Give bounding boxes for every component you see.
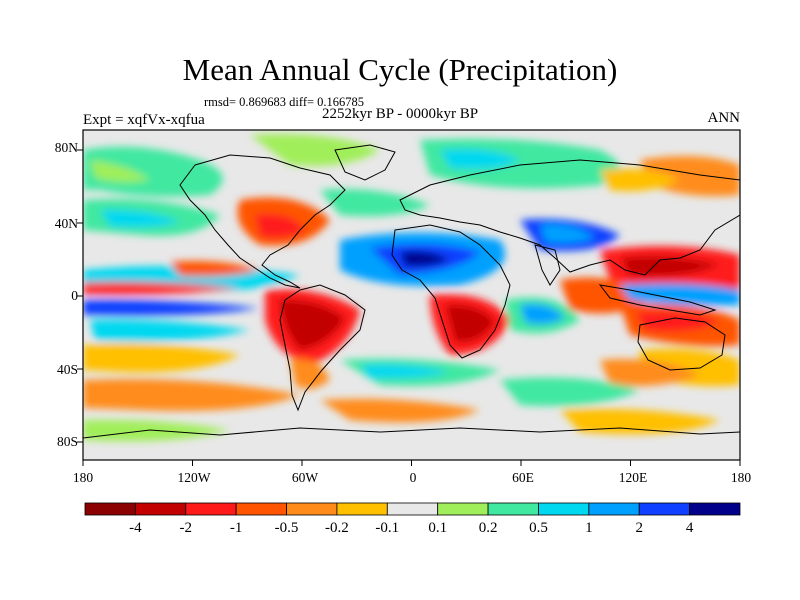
colorbar-label: -1 [229, 520, 243, 536]
coastline-antarctica [83, 427, 740, 439]
anomaly-region [90, 319, 250, 342]
x-tick-label: 180 [730, 470, 752, 485]
anomaly-region [540, 224, 595, 244]
y-tick-label: 80N [54, 140, 78, 155]
colorbar-swatch [588, 502, 640, 516]
anomaly-region [280, 299, 345, 350]
coastlines [83, 144, 740, 439]
anomaly-region [320, 189, 430, 217]
anomaly-region [83, 282, 240, 295]
x-tick-label: 60E [512, 470, 534, 485]
anomaly-region [520, 303, 565, 325]
colorbar-swatch [286, 502, 338, 516]
coastline-india [534, 244, 561, 286]
colorbar-swatch [437, 502, 489, 516]
colorbar-swatch [84, 502, 136, 516]
axis-ticks [77, 149, 741, 466]
x-tick-label: 120E [618, 470, 648, 485]
colorbar-swatch [689, 502, 741, 516]
precip-anomaly-field [83, 134, 740, 442]
anomaly-region [600, 359, 700, 387]
period-label: 2252kyr BP - 0000kyr BP [322, 106, 479, 122]
colorbar-swatch [336, 502, 388, 516]
anomaly-region [500, 377, 640, 406]
y-tick-label: 40S [56, 362, 78, 377]
anomaly-region [635, 311, 720, 332]
colorbar-label: 0.1 [428, 520, 448, 536]
anomaly-region [83, 379, 300, 411]
coastline-eurasia [399, 159, 740, 276]
colorbar-swatch [487, 502, 539, 516]
anomaly-region [320, 398, 480, 423]
colorbar-swatch [386, 502, 439, 516]
anomaly-region [440, 148, 520, 169]
anomaly-region [250, 134, 380, 166]
colorbar-label: -2 [179, 520, 193, 536]
anomaly-region [560, 408, 720, 435]
colorbar-label: -0.1 [375, 520, 400, 536]
colorbar [84, 502, 741, 516]
anomaly-region [83, 343, 240, 373]
colorbar-swatch [538, 502, 590, 516]
anomaly-region [445, 304, 495, 343]
colorbar-label: -0.5 [274, 520, 299, 536]
anomaly-region [620, 256, 720, 277]
anomaly-region [100, 209, 180, 228]
y-tick-label: 40N [54, 216, 78, 231]
anomaly-region [620, 283, 740, 306]
anomaly-region [600, 168, 680, 192]
colorbar-label: -0.2 [325, 520, 349, 536]
anomaly-region [255, 214, 305, 238]
x-tick-label: 0 [409, 470, 417, 485]
stats-text: rmsd= 0.869683 diff= 0.166785 [204, 95, 365, 109]
figure-title: Mean Annual Cycle (Precipitation) [182, 52, 618, 87]
coastline-south-america [279, 284, 366, 412]
colorbar-label: 2 [635, 520, 643, 536]
colorbar-swatch [134, 502, 187, 516]
coastline-africa [391, 224, 511, 359]
x-tick-label: 60W [291, 470, 319, 485]
anomaly-region [360, 364, 450, 379]
anomaly-region [400, 251, 450, 267]
colorbar-label: 0.2 [478, 520, 498, 536]
anomaly-region [83, 299, 260, 316]
x-tick-label: 180 [72, 470, 94, 485]
colorbar-label: 1 [585, 520, 593, 536]
anomaly-region [290, 359, 330, 389]
colorbar-swatch [185, 502, 237, 516]
colorbar-label: -4 [129, 520, 142, 536]
y-tick-label: 80S [56, 434, 78, 449]
x-tick-label: 120W [177, 470, 211, 485]
colorbar-swatch [235, 502, 287, 516]
coastline-greenland [334, 144, 396, 181]
coastline-australia [637, 317, 726, 371]
y-tick-label: 0 [71, 288, 78, 303]
anomaly-region [170, 261, 260, 277]
colorbar-label: 4 [685, 520, 694, 536]
anomaly-region [83, 146, 223, 197]
coastline-north-america [179, 154, 346, 289]
colorbar-swatch [638, 502, 691, 516]
season-label: ANN [707, 110, 741, 126]
experiment-label: Expt = xqfVx-xqfua [83, 112, 205, 128]
anomaly-region [90, 160, 150, 183]
colorbar-label: 0.5 [529, 520, 548, 536]
coastline-maritime [598, 284, 717, 316]
anomaly-region [640, 156, 740, 197]
